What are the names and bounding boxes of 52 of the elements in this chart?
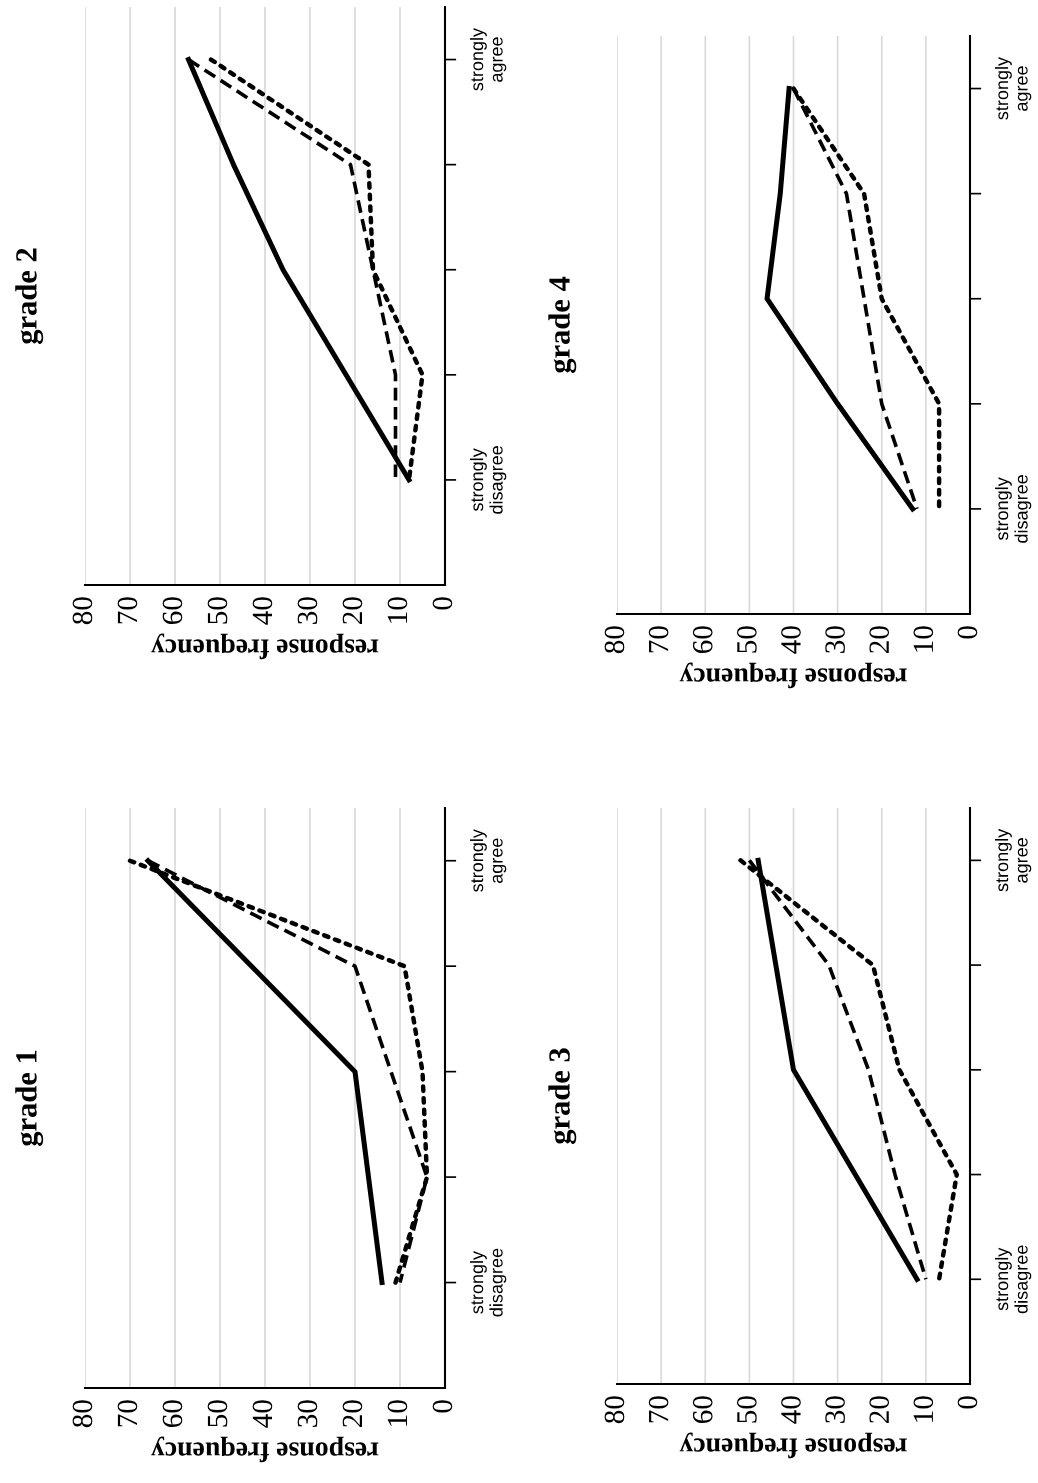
x-tick-label: 80: [72, 1400, 93, 1428]
x-tick-label: 20: [869, 626, 890, 653]
x-tick-label: 60: [162, 1400, 183, 1428]
x-axis-title: response frequency: [679, 1432, 907, 1459]
x-tick-label: 50: [736, 626, 757, 653]
x-tick-label: 40: [781, 626, 801, 654]
x-tick-label: 0: [432, 597, 453, 610]
x-tick-label: 60: [692, 1396, 713, 1424]
x-tick-label: 10: [913, 626, 934, 652]
x-tick-label: 70: [648, 1396, 669, 1423]
y-tick-label: strongly disagree: [470, 446, 507, 514]
x-tick-label: 20: [869, 1396, 890, 1423]
x-tick-label: 30: [297, 597, 318, 624]
x-tick-label: 30: [297, 1400, 318, 1427]
x-tick-label: 0: [432, 1400, 453, 1413]
x-tick-label: 70: [117, 1400, 138, 1427]
y-tick-label: strongly agree: [995, 828, 1032, 892]
y-tick-label: strongly disagree: [995, 1245, 1032, 1314]
x-tick-label: 10: [387, 597, 408, 623]
x-tick-label: 40: [252, 597, 273, 625]
x-tick-label: 50: [736, 1396, 757, 1423]
text: grade 3: [548, 1048, 577, 1144]
x-axis-title: response frequency: [679, 662, 907, 689]
text: grade 4: [548, 276, 577, 373]
x-tick-label: 80: [72, 597, 93, 625]
x-tick-label: 10: [913, 1396, 934, 1422]
x-tick-label: 60: [692, 626, 713, 654]
x-tick-label: 40: [252, 1400, 273, 1428]
text: grade 2: [15, 248, 44, 344]
text: grade 1: [15, 1050, 44, 1146]
x-tick-label: 40: [781, 1396, 801, 1424]
y-tick-label: strongly agree: [470, 829, 507, 892]
x-tick-label: 60: [162, 597, 183, 625]
x-tick-label: 70: [117, 597, 138, 624]
x-tick-label: 50: [207, 597, 228, 624]
x-tick-label: 20: [342, 1400, 363, 1427]
y-tick-label: strongly disagree: [995, 475, 1032, 543]
x-tick-label: 80: [604, 1396, 625, 1424]
y-tick-label: strongly agree: [470, 27, 507, 91]
x-axis-title: response frequency: [151, 633, 379, 660]
x-tick-label: 20: [342, 597, 363, 624]
y-tick-label: strongly agree: [995, 56, 1032, 120]
x-tick-label: 50: [207, 1400, 228, 1427]
x-tick-label: 70: [648, 626, 669, 653]
x-tick-label: 30: [825, 1396, 845, 1423]
x-tick-label: 0: [957, 1396, 978, 1409]
y-tick-label: strongly disagree: [470, 1248, 507, 1317]
x-axis-title: response frequency: [151, 1436, 379, 1463]
x-tick-label: 0: [957, 626, 978, 639]
x-tick-label: 30: [825, 626, 845, 653]
x-tick-label: 80: [604, 626, 625, 654]
x-tick-label: 10: [387, 1400, 408, 1426]
